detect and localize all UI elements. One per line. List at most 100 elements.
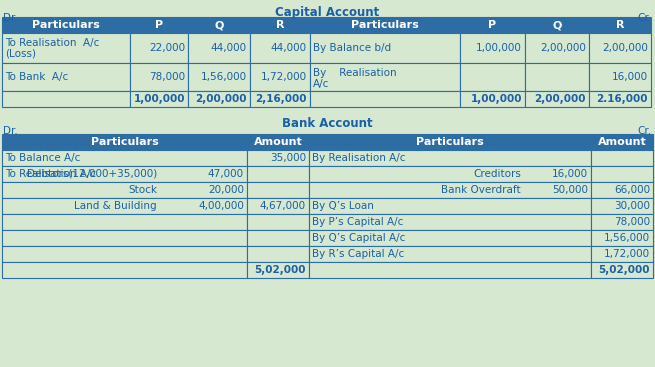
- Text: 66,000: 66,000: [614, 185, 650, 195]
- Text: Particulars: Particulars: [90, 137, 159, 147]
- Text: 2.16,000: 2.16,000: [597, 94, 648, 104]
- Bar: [310, 63, 460, 91]
- Bar: [309, 166, 591, 182]
- Bar: [2, 91, 130, 107]
- Bar: [250, 33, 310, 63]
- Text: Particulars: Particulars: [416, 137, 484, 147]
- Bar: [130, 91, 188, 107]
- Text: Q: Q: [214, 20, 224, 30]
- Text: To Realisation A/c: To Realisation A/c: [5, 169, 96, 179]
- Text: By R’s Capital A/c: By R’s Capital A/c: [312, 249, 404, 259]
- Bar: [188, 17, 250, 33]
- Bar: [591, 198, 653, 214]
- Text: 1,72,000: 1,72,000: [261, 72, 307, 82]
- Bar: [2, 17, 130, 33]
- Text: 22,000: 22,000: [149, 43, 185, 53]
- Bar: [247, 150, 309, 166]
- Bar: [2, 63, 130, 91]
- Text: 1,00,000: 1,00,000: [476, 43, 522, 53]
- Bar: [525, 33, 589, 63]
- Bar: [2, 230, 247, 246]
- Text: 1,56,000: 1,56,000: [604, 233, 650, 243]
- Text: 44,000: 44,000: [271, 43, 307, 53]
- Text: 78,000: 78,000: [614, 217, 650, 227]
- Text: 4,00,000: 4,00,000: [198, 201, 244, 211]
- Bar: [250, 91, 310, 107]
- Text: Stock: Stock: [128, 185, 157, 195]
- Text: 5,02,000: 5,02,000: [255, 265, 306, 275]
- Text: Creditors: Creditors: [473, 169, 521, 179]
- Text: Amount: Amount: [253, 137, 303, 147]
- Text: To Realisation  A/c: To Realisation A/c: [5, 38, 100, 48]
- Text: 30,000: 30,000: [614, 201, 650, 211]
- Bar: [589, 91, 651, 107]
- Text: 2,16,000: 2,16,000: [255, 94, 307, 104]
- Bar: [310, 33, 460, 63]
- Bar: [188, 33, 250, 63]
- Bar: [2, 246, 247, 262]
- Text: 5,02,000: 5,02,000: [599, 265, 650, 275]
- Bar: [2, 262, 247, 278]
- Text: By P’s Capital A/c: By P’s Capital A/c: [312, 217, 403, 227]
- Bar: [589, 63, 651, 91]
- Text: Cr.: Cr.: [638, 126, 652, 136]
- Bar: [525, 91, 589, 107]
- Bar: [460, 91, 525, 107]
- Text: 2,00,000: 2,00,000: [540, 43, 586, 53]
- Bar: [250, 63, 310, 91]
- Text: P: P: [489, 20, 496, 30]
- Text: To Bank  A/c: To Bank A/c: [5, 72, 68, 82]
- Text: Amount: Amount: [597, 137, 646, 147]
- Bar: [591, 166, 653, 182]
- Bar: [310, 91, 460, 107]
- Bar: [591, 150, 653, 166]
- Bar: [247, 230, 309, 246]
- Text: 4,67,000: 4,67,000: [260, 201, 306, 211]
- Bar: [2, 134, 247, 150]
- Text: Particulars: Particulars: [351, 20, 419, 30]
- Bar: [589, 17, 651, 33]
- Bar: [591, 134, 653, 150]
- Bar: [309, 214, 591, 230]
- Bar: [309, 134, 591, 150]
- Bar: [2, 166, 247, 182]
- Bar: [309, 262, 591, 278]
- Text: R: R: [276, 20, 284, 30]
- Text: 20,000: 20,000: [208, 185, 244, 195]
- Bar: [309, 230, 591, 246]
- Bar: [2, 33, 130, 63]
- Text: Dr.: Dr.: [3, 13, 18, 23]
- Bar: [188, 63, 250, 91]
- Text: Q: Q: [552, 20, 562, 30]
- Text: R: R: [616, 20, 624, 30]
- Text: 78,000: 78,000: [149, 72, 185, 82]
- Bar: [309, 150, 591, 166]
- Bar: [460, 33, 525, 63]
- Text: By Q’s Capital A/c: By Q’s Capital A/c: [312, 233, 405, 243]
- Text: 47,000: 47,000: [208, 169, 244, 179]
- Text: By Realisation A/c: By Realisation A/c: [312, 153, 405, 163]
- Bar: [2, 214, 247, 230]
- Text: 16,000: 16,000: [552, 169, 588, 179]
- Bar: [247, 182, 309, 198]
- Bar: [309, 246, 591, 262]
- Text: By Q’s Loan: By Q’s Loan: [312, 201, 374, 211]
- Text: 2,00,000: 2,00,000: [195, 94, 247, 104]
- Text: Capital Account: Capital Account: [275, 6, 379, 19]
- Text: 16,000: 16,000: [612, 72, 648, 82]
- Text: Bank Overdraft: Bank Overdraft: [441, 185, 521, 195]
- Bar: [188, 91, 250, 107]
- Bar: [589, 33, 651, 63]
- Text: To Balance A/c: To Balance A/c: [5, 153, 81, 163]
- Text: 1,00,000: 1,00,000: [470, 94, 522, 104]
- Text: Land & Building: Land & Building: [75, 201, 157, 211]
- Text: P: P: [155, 20, 163, 30]
- Bar: [525, 17, 589, 33]
- Text: Particulars: Particulars: [32, 20, 100, 30]
- Text: Cr.: Cr.: [638, 13, 652, 23]
- Bar: [2, 182, 247, 198]
- Text: 2,00,000: 2,00,000: [602, 43, 648, 53]
- Bar: [247, 214, 309, 230]
- Bar: [310, 17, 460, 33]
- Text: By    Realisation: By Realisation: [313, 68, 397, 78]
